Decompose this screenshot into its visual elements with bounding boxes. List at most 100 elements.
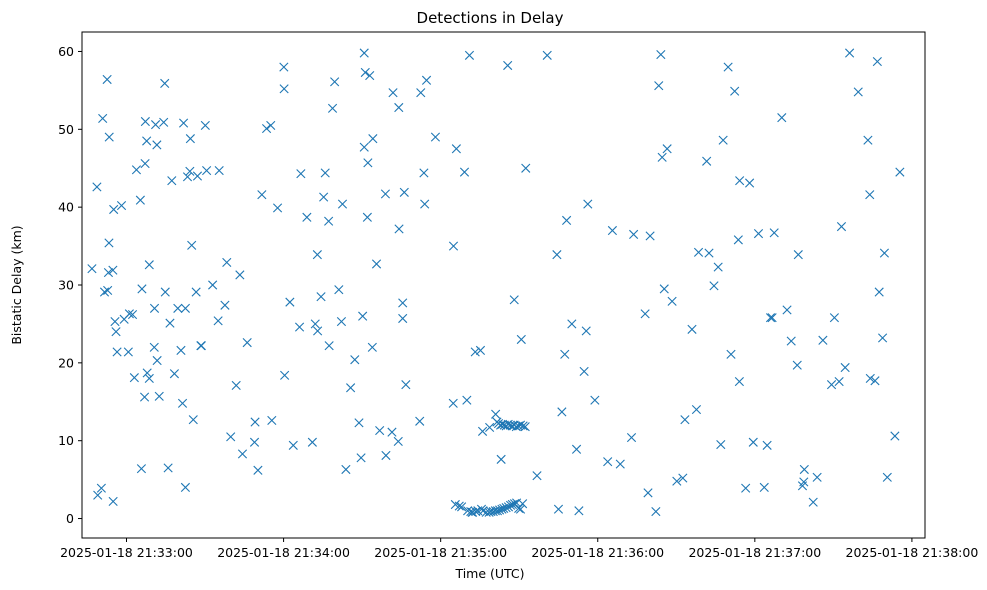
data-point [313, 326, 323, 336]
data-point [307, 437, 317, 447]
data-point [667, 296, 677, 306]
data-points [87, 48, 905, 517]
data-point [401, 380, 411, 390]
data-point [702, 156, 712, 166]
data-point [872, 56, 882, 67]
data-point [394, 224, 404, 234]
data-point [475, 345, 486, 355]
data-point [137, 284, 147, 294]
data-point [381, 450, 391, 461]
data-point [521, 163, 531, 173]
data-point [182, 172, 193, 182]
data-point [865, 373, 875, 384]
data-point [654, 81, 664, 91]
data-point [108, 496, 118, 507]
data-point [177, 398, 188, 408]
data-point [583, 199, 593, 209]
x-tick-label: 2025-01-18 21:36:00 [531, 545, 664, 560]
data-point [723, 62, 733, 72]
data-point [730, 86, 740, 96]
data-point [375, 425, 385, 436]
data-point [769, 228, 779, 238]
data-point [470, 347, 480, 357]
data-point [180, 482, 191, 492]
data-point [220, 300, 230, 310]
data-point [462, 395, 472, 405]
data-point [532, 471, 542, 481]
data-point [704, 248, 714, 258]
data-point [116, 201, 127, 211]
data-point [235, 270, 245, 280]
data-point [139, 392, 150, 402]
data-point [368, 134, 378, 144]
data-point [231, 380, 241, 391]
data-point [518, 421, 528, 431]
data-point [501, 503, 511, 513]
data-point [865, 190, 875, 200]
data-point [185, 134, 195, 144]
data-point [324, 216, 334, 226]
data-point [102, 74, 112, 85]
data-point [253, 465, 263, 475]
data-point [657, 152, 667, 162]
data-point [250, 417, 260, 427]
data-point [261, 123, 272, 134]
data-point [829, 313, 840, 323]
data-point [451, 144, 461, 154]
data-point [394, 102, 404, 113]
data-point [713, 262, 723, 272]
data-point [471, 506, 481, 517]
data-point [734, 376, 744, 387]
data-point [319, 192, 329, 202]
data-point [213, 316, 223, 326]
data-point [687, 324, 697, 334]
data-point [874, 287, 884, 297]
y-tick-label: 10 [58, 433, 74, 448]
data-point [818, 335, 828, 345]
data-point [793, 250, 803, 260]
data-point [515, 504, 526, 514]
data-point [877, 333, 888, 343]
data-point [552, 250, 562, 260]
data-point [765, 313, 776, 323]
data-point [173, 303, 183, 313]
data-point [845, 48, 855, 58]
data-point [285, 297, 295, 307]
data-point [709, 281, 719, 291]
data-point [662, 144, 672, 154]
data-point [895, 167, 905, 177]
data-point [337, 199, 348, 209]
data-point [716, 439, 726, 450]
data-point [693, 247, 704, 257]
data-point [316, 292, 326, 302]
data-point [574, 506, 584, 516]
data-point [365, 71, 375, 81]
data-point [150, 120, 161, 130]
data-point [188, 415, 198, 425]
data-point [759, 482, 769, 492]
data-point [124, 309, 134, 319]
data-point [185, 166, 195, 176]
data-point [336, 316, 347, 327]
data-point [279, 62, 289, 72]
data-point [464, 50, 475, 60]
data-point [562, 215, 572, 225]
data-point [149, 342, 159, 352]
data-point [733, 235, 743, 245]
x-tick-label: 2025-01-18 21:37:00 [688, 545, 821, 560]
data-point [99, 287, 110, 297]
data-point [879, 248, 890, 258]
data-point [334, 285, 344, 295]
data-point [135, 195, 145, 205]
data-point [160, 78, 170, 88]
data-point [208, 280, 218, 290]
data-point [214, 165, 224, 176]
data-point [178, 118, 189, 128]
data-point [196, 341, 206, 351]
data-point [882, 472, 892, 482]
data-point [741, 483, 751, 493]
data-point [797, 481, 808, 491]
data-point [680, 415, 690, 425]
data-point [640, 309, 650, 319]
